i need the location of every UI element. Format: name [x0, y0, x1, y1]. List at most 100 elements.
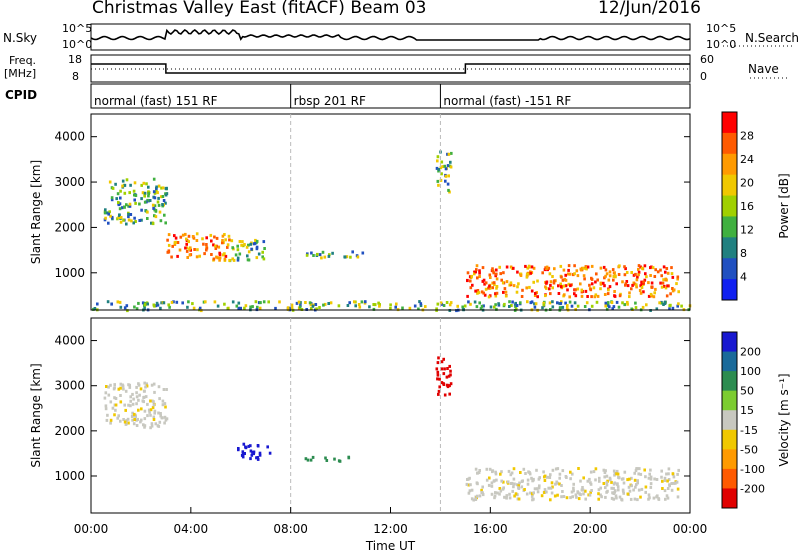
data-cell — [209, 233, 213, 237]
data-cell — [610, 496, 614, 500]
data-cell — [507, 469, 511, 473]
data-cell — [566, 304, 569, 308]
data-cell — [569, 470, 572, 474]
data-cell — [109, 418, 113, 422]
data-cell — [488, 273, 492, 277]
data-cell — [261, 250, 264, 254]
data-cell — [576, 490, 579, 494]
data-cell — [513, 494, 516, 498]
data-cell — [143, 200, 147, 204]
data-cell — [153, 204, 157, 208]
data-cell — [519, 274, 523, 277]
data-cell — [109, 214, 112, 218]
data-cell — [231, 246, 234, 250]
data-cell — [114, 397, 118, 400]
data-cell — [347, 456, 351, 460]
data-cell — [502, 290, 505, 294]
data-cell — [666, 479, 669, 483]
data-cell — [184, 232, 187, 236]
data-cell — [665, 494, 669, 498]
data-cell — [532, 280, 535, 284]
data-cell — [119, 386, 122, 390]
data-cell — [567, 282, 571, 286]
data-cell — [198, 254, 201, 258]
data-cell — [226, 307, 230, 311]
data-cell — [132, 189, 136, 193]
data-cell — [195, 255, 199, 259]
data-cell — [343, 255, 346, 259]
data-cell — [633, 497, 637, 501]
data-cell — [249, 457, 252, 461]
data-cell — [632, 273, 636, 277]
data-cell — [668, 307, 671, 311]
data-cell — [349, 255, 352, 259]
data-cell — [624, 282, 628, 286]
data-cell — [140, 407, 143, 411]
data-cell — [634, 306, 638, 310]
data-cell — [666, 487, 670, 490]
data-cell — [216, 304, 220, 308]
data-cell — [145, 384, 149, 388]
data-cell — [635, 483, 638, 487]
data-cell — [345, 255, 349, 259]
data-cell — [160, 416, 164, 420]
data-cell — [658, 301, 661, 305]
data-cell — [661, 479, 664, 483]
data-cell — [634, 301, 637, 305]
data-cell — [446, 164, 450, 168]
data-cell — [135, 395, 139, 399]
data-cell — [559, 306, 562, 310]
data-cell — [440, 381, 444, 385]
data-cell — [636, 275, 639, 279]
data-cell — [163, 415, 167, 419]
data-cell — [490, 492, 494, 496]
data-cell — [443, 164, 447, 168]
data-cell — [476, 276, 479, 280]
data-cell — [123, 183, 127, 187]
data-cell — [538, 476, 541, 480]
data-cell — [634, 272, 637, 276]
data-cell — [230, 239, 234, 243]
data-cell — [146, 414, 149, 418]
data-cell — [492, 281, 496, 285]
y-tick-label: 2000 — [54, 424, 85, 438]
data-cell — [552, 281, 556, 285]
data-cell — [448, 190, 451, 194]
data-cell — [635, 283, 638, 287]
data-cell — [278, 300, 281, 304]
data-cell — [564, 475, 568, 478]
data-cell — [249, 305, 252, 309]
data-cell — [215, 236, 219, 240]
data-cell — [493, 305, 496, 309]
data-cell — [152, 206, 155, 210]
data-cell — [247, 250, 251, 254]
data-cell — [129, 183, 132, 187]
data-cell — [573, 301, 577, 305]
data-cell — [564, 301, 567, 305]
data-cell — [119, 220, 123, 224]
data-cell — [551, 305, 555, 309]
data-cell — [446, 182, 450, 186]
cpid-label: CPID — [5, 88, 38, 102]
data-cell — [482, 291, 485, 295]
data-cell — [304, 301, 307, 304]
data-cell — [649, 292, 653, 296]
data-cell — [316, 252, 319, 256]
data-cell — [164, 193, 168, 197]
data-cell — [502, 486, 505, 490]
data-cell — [111, 406, 115, 410]
data-cell — [643, 468, 646, 472]
data-cell — [566, 288, 569, 292]
colorbar-tick-label: 4 — [740, 271, 747, 284]
colorbar-tick-label: 28 — [740, 130, 754, 143]
data-cell — [325, 459, 329, 462]
data-cell — [495, 307, 498, 311]
data-cell — [164, 201, 167, 205]
data-cell — [448, 384, 451, 388]
data-cell — [256, 444, 260, 447]
data-cell — [205, 248, 208, 252]
data-cell — [597, 497, 600, 501]
data-cell — [469, 302, 472, 306]
data-cell — [389, 306, 392, 310]
colorbar-swatch — [722, 410, 737, 431]
